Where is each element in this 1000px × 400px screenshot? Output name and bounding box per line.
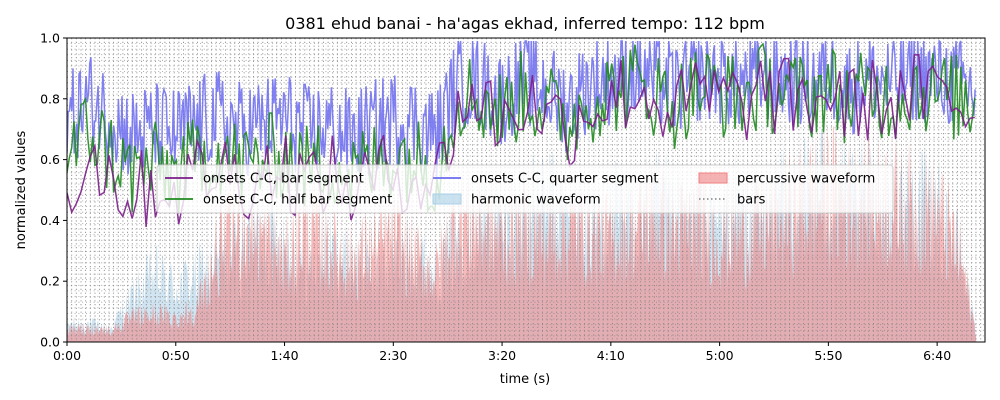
y-tick-label: 0.6 bbox=[40, 152, 60, 167]
y-tick-label: 0.4 bbox=[40, 213, 60, 228]
axes: 0:00 0:50 1:40 2:30 3:20 4:10 5:00 5:50 6:40 0.0 0… bbox=[40, 31, 986, 363]
x-axis-label: time (s) bbox=[500, 372, 550, 387]
y-tick-label: 0.2 bbox=[40, 274, 60, 289]
y-axis-label: normalized values bbox=[14, 130, 29, 249]
legend-label: percussive waveform bbox=[737, 172, 875, 187]
legend-swatch bbox=[698, 172, 728, 184]
x-tick-label: 3:20 bbox=[488, 348, 516, 363]
x-tick-label: 0:50 bbox=[162, 348, 190, 363]
y-tick-label: 1.0 bbox=[40, 31, 60, 46]
y-tick-label: 0.8 bbox=[40, 91, 60, 106]
x-tick-label: 2:30 bbox=[379, 348, 407, 363]
x-tick-label: 0:00 bbox=[53, 348, 81, 363]
legend-label: bars bbox=[737, 193, 766, 208]
x-tick-label: 6:40 bbox=[923, 348, 951, 363]
x-tick-label: 5:50 bbox=[814, 348, 842, 363]
legend-label: onsets C-C, half bar segment bbox=[203, 193, 392, 208]
legend-swatch bbox=[432, 193, 462, 205]
legend: onsets C-C, bar segment onsets C-C, half … bbox=[156, 164, 894, 214]
x-tick-label: 4:10 bbox=[597, 348, 625, 363]
chart-title: 0381 ehud banai - ha'agas ekhad, inferre… bbox=[285, 14, 765, 33]
percussive-waveform-area bbox=[67, 122, 977, 342]
legend-label: onsets C-C, quarter segment bbox=[471, 172, 658, 187]
legend-label: harmonic waveform bbox=[471, 193, 601, 208]
axes-frame bbox=[66, 37, 986, 343]
y-tick-label: 0.0 bbox=[40, 335, 60, 350]
half-bar-segment-line bbox=[67, 42, 976, 214]
x-tick-label: 1:40 bbox=[270, 348, 298, 363]
x-tick-label: 5:00 bbox=[706, 348, 734, 363]
legend-label: onsets C-C, bar segment bbox=[203, 172, 364, 187]
